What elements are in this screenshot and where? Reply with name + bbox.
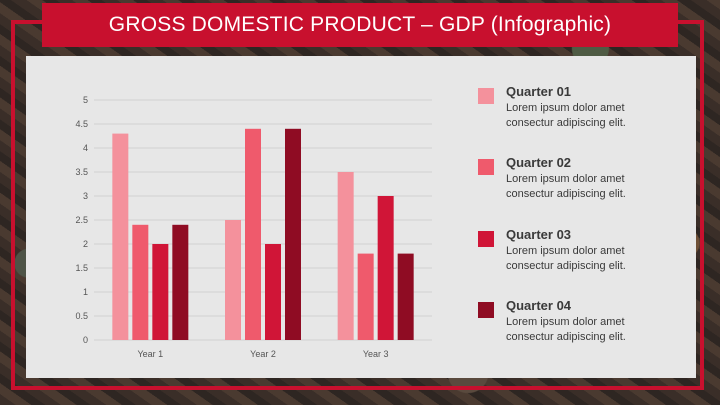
bar-quarter-04 — [172, 224, 189, 340]
legend-swatch — [478, 88, 494, 104]
legend-description: Lorem ipsum dolor amet consectur adipisc… — [506, 173, 626, 200]
legend-description: Lorem ipsum dolor amet consectur adipisc… — [506, 316, 626, 343]
legend-swatch — [478, 159, 494, 175]
bar-quarter-01 — [337, 172, 354, 340]
legend-description: Lorem ipsum dolor amet consectur adipisc… — [506, 245, 626, 272]
legend-title: Quarter 04 — [506, 298, 572, 313]
bar-chart: 0 0.5 1 1.5 2 2.5 3 3.5 4 4.5 5 Year 1 Year 2 Year 3 — [75, 95, 432, 359]
bar-quarter-04 — [285, 128, 301, 340]
bar-quarter-03 — [265, 244, 281, 340]
legend-title: Quarter 02 — [506, 155, 572, 170]
page-title: GROSS DOMESTIC PRODUCT – GDP (Infographi… — [108, 13, 612, 36]
y-tick-label: 3.5 — [75, 167, 88, 177]
legend-title: Quarter 03 — [506, 227, 572, 242]
legend-item-quarter-04: Quarter 04 Lorem ipsum dolor amet consec… — [478, 298, 688, 358]
y-tick-label: 4 — [83, 143, 88, 153]
bar-quarter-01 — [112, 133, 129, 340]
x-tick-label: Year 1 — [137, 349, 163, 359]
legend-title: Quarter 01 — [506, 84, 572, 99]
title-bar: GROSS DOMESTIC PRODUCT – GDP (Infographi… — [42, 3, 678, 47]
y-tick-label: 1 — [83, 287, 88, 297]
legend-item-quarter-02: Quarter 02 Lorem ipsum dolor amet consec… — [478, 155, 688, 215]
x-tick-label: Year 3 — [363, 349, 389, 359]
y-tick-label: 0.5 — [75, 311, 88, 321]
bar-quarter-02 — [132, 224, 149, 340]
bar-quarter-02 — [245, 128, 261, 340]
legend-swatch — [478, 231, 494, 247]
bar-quarter-02 — [357, 253, 374, 340]
bar-quarter-04 — [397, 253, 414, 340]
y-tick-label: 3 — [83, 191, 88, 201]
y-tick-label: 2.5 — [75, 215, 88, 225]
y-tick-label: 4.5 — [75, 119, 88, 129]
bar-quarter-01 — [225, 220, 241, 340]
legend-item-quarter-03: Quarter 03 Lorem ipsum dolor amet consec… — [478, 227, 688, 287]
bar-quarter-03 — [152, 244, 169, 340]
legend-description: Lorem ipsum dolor amet consectur adipisc… — [506, 102, 626, 129]
y-tick-label: 2 — [83, 239, 88, 249]
y-tick-label: 5 — [83, 95, 88, 105]
y-tick-label: 0 — [83, 335, 88, 345]
content-panel: 0 0.5 1 1.5 2 2.5 3 3.5 4 4.5 5 Year 1 Year 2 Year 3 … — [26, 56, 696, 378]
legend-item-quarter-01: Quarter 01 Lorem ipsum dolor amet consec… — [478, 84, 688, 144]
legend-swatch — [478, 302, 494, 318]
y-tick-label: 1.5 — [75, 263, 88, 273]
x-tick-label: Year 2 — [250, 349, 276, 359]
bar-quarter-03 — [377, 196, 394, 340]
